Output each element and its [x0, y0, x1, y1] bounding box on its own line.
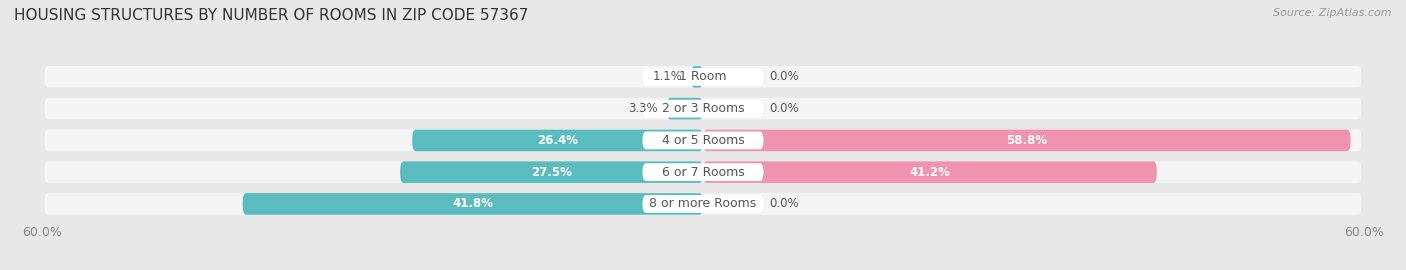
- FancyBboxPatch shape: [643, 195, 763, 213]
- FancyBboxPatch shape: [401, 161, 703, 183]
- Text: 1.1%: 1.1%: [652, 70, 682, 83]
- Text: Source: ZipAtlas.com: Source: ZipAtlas.com: [1274, 8, 1392, 18]
- FancyBboxPatch shape: [690, 66, 703, 88]
- Text: 3.3%: 3.3%: [628, 102, 658, 115]
- Legend: Owner-occupied, Renter-occupied: Owner-occupied, Renter-occupied: [568, 265, 838, 270]
- FancyBboxPatch shape: [45, 98, 1361, 119]
- FancyBboxPatch shape: [412, 130, 703, 151]
- Text: 27.5%: 27.5%: [531, 166, 572, 179]
- FancyBboxPatch shape: [643, 131, 763, 149]
- FancyBboxPatch shape: [643, 163, 763, 181]
- Text: 41.2%: 41.2%: [910, 166, 950, 179]
- FancyBboxPatch shape: [243, 193, 703, 215]
- FancyBboxPatch shape: [703, 130, 1351, 151]
- Text: 0.0%: 0.0%: [769, 197, 799, 210]
- Text: 0.0%: 0.0%: [769, 102, 799, 115]
- FancyBboxPatch shape: [643, 100, 763, 117]
- Text: 58.8%: 58.8%: [1007, 134, 1047, 147]
- Text: 0.0%: 0.0%: [769, 70, 799, 83]
- FancyBboxPatch shape: [703, 161, 1157, 183]
- Text: 41.8%: 41.8%: [453, 197, 494, 210]
- Text: 26.4%: 26.4%: [537, 134, 578, 147]
- FancyBboxPatch shape: [643, 68, 763, 86]
- Text: HOUSING STRUCTURES BY NUMBER OF ROOMS IN ZIP CODE 57367: HOUSING STRUCTURES BY NUMBER OF ROOMS IN…: [14, 8, 529, 23]
- Text: 1 Room: 1 Room: [679, 70, 727, 83]
- Text: 2 or 3 Rooms: 2 or 3 Rooms: [662, 102, 744, 115]
- Text: 6 or 7 Rooms: 6 or 7 Rooms: [662, 166, 744, 179]
- FancyBboxPatch shape: [45, 161, 1361, 183]
- FancyBboxPatch shape: [45, 193, 1361, 215]
- Text: 4 or 5 Rooms: 4 or 5 Rooms: [662, 134, 744, 147]
- FancyBboxPatch shape: [45, 66, 1361, 88]
- Text: 8 or more Rooms: 8 or more Rooms: [650, 197, 756, 210]
- FancyBboxPatch shape: [666, 98, 703, 119]
- FancyBboxPatch shape: [45, 130, 1361, 151]
